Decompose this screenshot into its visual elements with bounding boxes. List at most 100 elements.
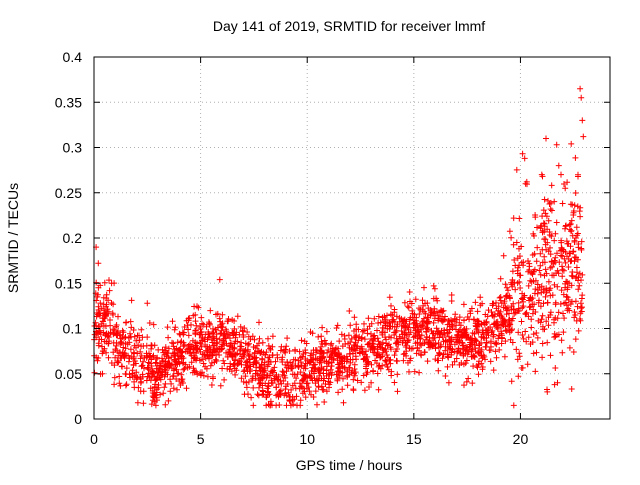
data-point bbox=[170, 343, 177, 350]
data-point bbox=[382, 346, 389, 352]
data-point bbox=[461, 382, 467, 389]
data-point bbox=[497, 275, 504, 282]
data-point bbox=[319, 340, 326, 347]
data-point bbox=[512, 286, 519, 293]
data-point bbox=[436, 349, 442, 356]
data-point bbox=[126, 339, 133, 346]
data-point bbox=[302, 394, 309, 401]
data-point bbox=[374, 370, 381, 377]
data-point bbox=[184, 348, 191, 355]
data-point bbox=[508, 234, 515, 241]
data-point bbox=[286, 398, 293, 404]
data-point bbox=[388, 372, 395, 379]
data-point bbox=[485, 332, 492, 339]
data-point bbox=[284, 335, 291, 342]
data-point bbox=[557, 301, 564, 307]
data-point bbox=[519, 150, 526, 157]
data-point bbox=[568, 140, 575, 147]
data-point bbox=[462, 360, 469, 367]
data-point bbox=[183, 385, 190, 392]
data-point bbox=[198, 335, 205, 341]
data-point bbox=[423, 328, 429, 335]
data-point bbox=[175, 347, 182, 354]
data-point bbox=[530, 306, 537, 313]
data-point bbox=[283, 343, 290, 350]
data-point bbox=[329, 350, 336, 357]
data-point bbox=[225, 349, 232, 356]
data-point bbox=[250, 384, 257, 391]
data-point bbox=[169, 318, 176, 325]
data-point bbox=[228, 340, 234, 347]
data-point bbox=[503, 311, 510, 318]
data-point bbox=[515, 373, 522, 380]
data-point bbox=[149, 397, 156, 404]
data-point bbox=[121, 335, 128, 341]
data-point bbox=[408, 300, 415, 307]
data-point bbox=[358, 345, 365, 352]
data-point bbox=[416, 311, 423, 317]
data-point bbox=[548, 182, 555, 189]
data-point bbox=[565, 297, 572, 303]
data-point bbox=[220, 357, 227, 364]
data-point bbox=[464, 351, 471, 358]
data-point bbox=[541, 326, 548, 333]
data-point bbox=[233, 351, 239, 358]
data-point bbox=[164, 324, 171, 331]
data-point bbox=[424, 358, 431, 365]
data-point bbox=[136, 337, 143, 344]
data-point bbox=[185, 315, 192, 322]
data-point bbox=[491, 321, 498, 328]
data-point bbox=[274, 376, 281, 383]
data-point bbox=[344, 382, 351, 389]
data-point bbox=[98, 336, 105, 343]
data-point bbox=[354, 377, 361, 384]
data-point bbox=[181, 341, 188, 348]
data-point bbox=[106, 338, 113, 345]
data-point bbox=[461, 345, 467, 352]
data-point bbox=[558, 287, 565, 294]
data-point bbox=[245, 378, 252, 385]
data-point bbox=[525, 258, 531, 264]
data-point bbox=[265, 383, 272, 390]
data-point bbox=[546, 201, 553, 207]
data-point bbox=[242, 373, 249, 380]
data-point bbox=[572, 190, 579, 196]
data-point bbox=[113, 322, 120, 328]
data-point bbox=[300, 365, 307, 372]
data-point bbox=[346, 308, 353, 314]
data-point bbox=[543, 289, 550, 296]
data-point bbox=[172, 324, 179, 331]
data-point bbox=[141, 365, 147, 372]
data-point bbox=[529, 295, 536, 302]
data-point bbox=[569, 298, 575, 305]
data-point bbox=[106, 277, 112, 284]
y-tick-label: 0.2 bbox=[63, 230, 83, 246]
data-point bbox=[293, 375, 300, 382]
data-point bbox=[245, 352, 252, 359]
data-point bbox=[200, 372, 207, 379]
data-point bbox=[173, 376, 180, 382]
data-point bbox=[255, 392, 262, 399]
data-point bbox=[490, 331, 497, 338]
data-point bbox=[175, 370, 182, 377]
data-point bbox=[432, 340, 439, 347]
data-point bbox=[353, 326, 360, 333]
data-point bbox=[445, 317, 452, 324]
data-point bbox=[265, 342, 272, 349]
data-point bbox=[229, 316, 236, 323]
data-point bbox=[563, 302, 570, 309]
data-point bbox=[465, 334, 472, 341]
data-point bbox=[543, 270, 550, 277]
data-point bbox=[564, 294, 571, 301]
y-axis-title: SRMTID / TECUs bbox=[5, 183, 21, 293]
data-point bbox=[95, 342, 102, 349]
data-point bbox=[131, 333, 138, 340]
data-point bbox=[562, 249, 569, 255]
data-point bbox=[444, 363, 451, 370]
data-point bbox=[242, 340, 249, 347]
data-point bbox=[551, 381, 558, 388]
data-point bbox=[579, 304, 585, 311]
y-tick-label: 0.1 bbox=[63, 321, 83, 337]
data-point bbox=[122, 352, 129, 359]
data-point bbox=[202, 363, 209, 370]
